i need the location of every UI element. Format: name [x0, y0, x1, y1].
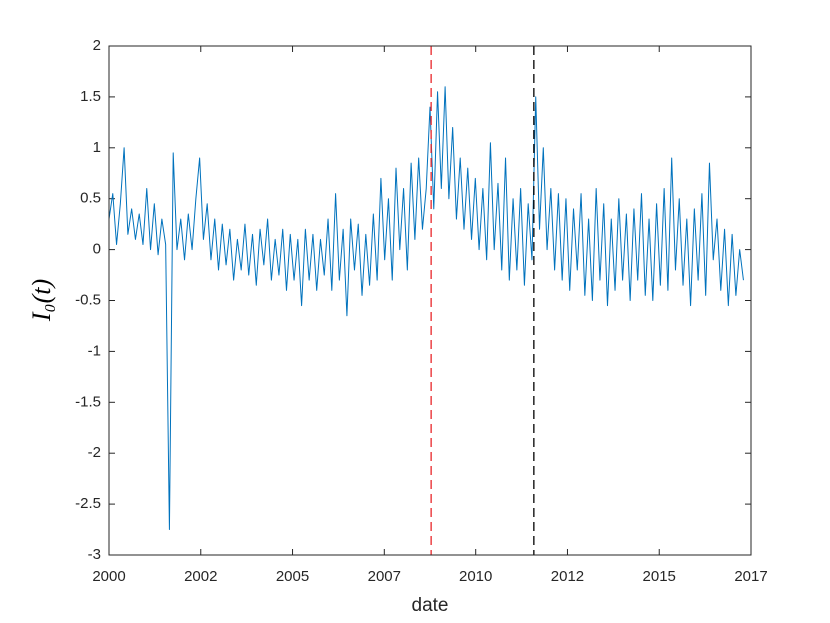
y-tick-label: -1.5: [75, 393, 101, 410]
y-tick-label: -2: [88, 444, 101, 461]
x-tick-label: 2002: [184, 568, 217, 585]
data-line: [108, 86, 744, 531]
y-tick-label: -2.5: [75, 495, 101, 512]
x-tick-label: 2010: [459, 568, 492, 585]
y-axis-label: I₀(t): [27, 279, 56, 322]
x-tick-label: 2007: [368, 568, 401, 585]
y-tick-label: -0.5: [75, 291, 101, 308]
x-tick-label: 2000: [92, 568, 125, 585]
y-tick-label: -1: [88, 342, 101, 359]
plot-frame: [108, 45, 752, 556]
x-axis-label: date: [412, 595, 449, 616]
y-tick-label: 1: [93, 139, 101, 156]
x-tick-label: 2005: [276, 568, 309, 585]
x-tick-label: 2015: [643, 568, 676, 585]
x-tick-label: 2012: [551, 568, 584, 585]
y-tick-label: 2: [93, 37, 101, 54]
y-tick-label: 0: [93, 241, 101, 258]
y-tick-label: 1.5: [80, 88, 101, 105]
x-tick-label: 2017: [734, 568, 767, 585]
y-tick-label: 0.5: [80, 190, 101, 207]
y-tick-label: -3: [88, 546, 101, 563]
